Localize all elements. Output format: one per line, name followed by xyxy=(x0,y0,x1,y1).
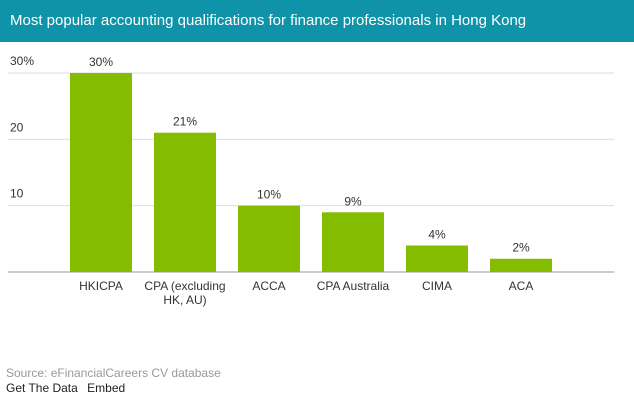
x-tick-label: ACA xyxy=(508,279,534,293)
y-tick-label: 30% xyxy=(10,54,34,68)
bar xyxy=(322,212,384,272)
links: Get The Data Embed xyxy=(6,381,131,395)
bar xyxy=(490,258,552,272)
value-label: 10% xyxy=(257,188,281,202)
value-label: 2% xyxy=(512,241,530,255)
chart-title: Most popular accounting qualifications f… xyxy=(0,0,634,42)
value-label: 30% xyxy=(89,55,113,69)
x-tick-label: CPA (excluding HK, AU) xyxy=(144,279,226,307)
value-label: 9% xyxy=(344,194,362,208)
bar xyxy=(238,205,300,272)
y-tick-label: 20 xyxy=(10,120,24,134)
x-tick-label: HKICPA xyxy=(79,279,123,293)
value-label: 21% xyxy=(173,115,197,129)
y-tick-label: 10 xyxy=(10,187,24,201)
x-tick-label: CIMA xyxy=(422,279,452,293)
bar xyxy=(154,132,216,272)
bar xyxy=(406,245,468,272)
get-data-link[interactable]: Get The Data xyxy=(6,381,78,395)
bar xyxy=(70,73,132,272)
x-tick-label: ACCA xyxy=(252,279,286,293)
embed-link[interactable]: Embed xyxy=(87,381,126,395)
x-tick-label: CPA Australia xyxy=(316,279,390,293)
source-note: Source: eFinancialCareers CV database xyxy=(6,366,221,380)
value-label: 4% xyxy=(428,227,446,241)
